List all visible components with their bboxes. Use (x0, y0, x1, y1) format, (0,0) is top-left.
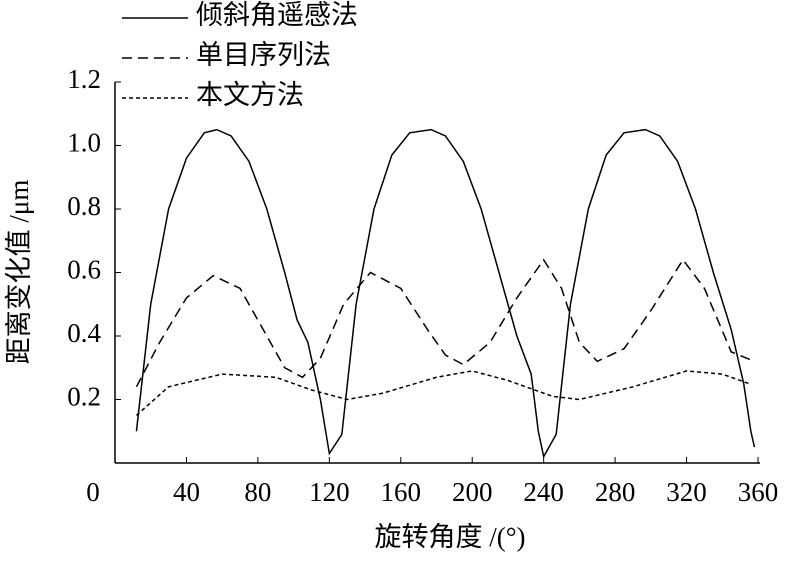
y-tick-label: 0.2 (67, 382, 101, 412)
x-tick-label: 40 (173, 477, 200, 507)
legend-label: 本文方法 (196, 80, 304, 110)
x-tick-label: 320 (666, 477, 707, 507)
x-tick-label: 280 (595, 477, 636, 507)
x-tick-label: 0 (86, 477, 100, 507)
x-axis-label: 旋转角度 /(°) (374, 522, 525, 552)
legend-label: 倾斜角遥感法 (196, 0, 358, 30)
y-tick-label: 1.0 (67, 128, 101, 158)
x-tick-label: 360 (738, 477, 779, 507)
x-tick-label: 160 (381, 477, 422, 507)
y-tick-label: 0.4 (67, 318, 101, 348)
series-line (135, 370, 750, 416)
y-tick-label: 1.2 (67, 64, 101, 94)
y-axis-label: 距离变化值 /μm (4, 180, 34, 365)
x-tick-label: 240 (523, 477, 564, 507)
x-tick-label: 80 (244, 477, 271, 507)
x-tick-label: 120 (309, 477, 350, 507)
series-line (135, 128, 756, 459)
x-tick-label: 200 (452, 477, 493, 507)
y-tick-label: 0.6 (67, 255, 101, 285)
y-tick-label: 0.8 (67, 191, 101, 221)
legend-label: 单目序列法 (196, 40, 331, 70)
series-line (135, 258, 755, 388)
